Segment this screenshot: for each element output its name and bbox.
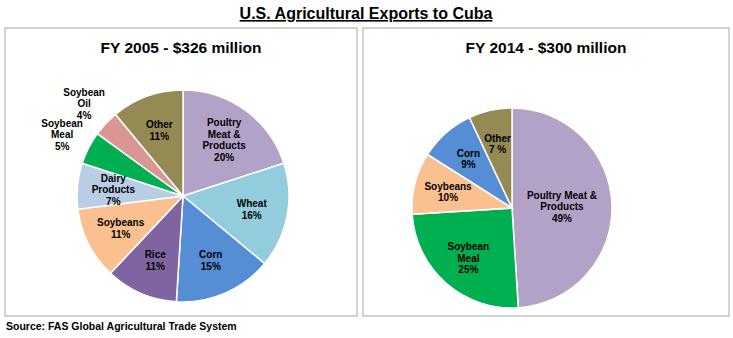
- slice-category-label: SoybeanOil: [63, 87, 105, 110]
- slice-category-label: PoultryMeat &Products: [202, 117, 246, 151]
- slice-category-label: Rice: [145, 249, 167, 260]
- slice-category-label: Other: [484, 133, 511, 144]
- slice-value-label: 5%: [55, 141, 70, 152]
- slice-category-label: Poultry Meat &Products: [527, 190, 597, 213]
- slice-value-label: 20%: [214, 152, 234, 163]
- slice-category-label: Soybeans: [424, 181, 472, 192]
- labels: PoultryMeat &Products20% Wheat16% Corn15% R…: [41, 87, 267, 272]
- chart-title: FY 2005 - $326 million: [101, 39, 262, 56]
- slice-category-label: Corn: [199, 249, 222, 260]
- pie-slice: [412, 208, 518, 308]
- slice-value-label: 10%: [438, 192, 458, 203]
- chart-title: FY 2014 - $300 million: [466, 39, 627, 56]
- slice-category-label: SoybeanMeal: [448, 241, 490, 264]
- slice-value-label: 15%: [201, 261, 221, 272]
- slice-value-label: 16%: [242, 210, 262, 221]
- slice-category-label: Wheat: [237, 198, 268, 209]
- slice-value-label: 9%: [461, 159, 476, 170]
- slice-category-label: Corn: [457, 148, 480, 159]
- panel-frame: [363, 28, 729, 316]
- canvas: U.S. Agricultural Exports to Cuba Source:…: [0, 0, 733, 338]
- slice-category-label: SoybeanMeal: [41, 118, 83, 141]
- pie-slice: [176, 196, 264, 302]
- slice-value-label: 49%: [552, 213, 572, 224]
- slice-value-label: 7 %: [489, 144, 506, 155]
- slice-value-label: 7%: [106, 196, 121, 207]
- slice-value-label: 4%: [77, 110, 92, 121]
- slice-value-label: 11%: [145, 261, 165, 272]
- pie-panel: FY 2014 - $300 million Poultry Meat &Prod…: [363, 28, 729, 316]
- main-title: U.S. Agricultural Exports to Cuba: [240, 5, 493, 22]
- pie-slice: [512, 108, 612, 308]
- slice-category-label: DairyProducts: [92, 173, 136, 196]
- source-note: Source: FAS Global Agricultural Trade Sy…: [6, 320, 237, 332]
- slice-value-label: 11%: [150, 131, 170, 142]
- root: U.S. Agricultural Exports to Cuba Source:…: [0, 0, 733, 338]
- slices: [77, 90, 289, 302]
- slices: [412, 108, 612, 308]
- slice-category-label: Soybeans: [97, 217, 145, 228]
- labels: Poultry Meat &Products49% SoybeanMeal25% S…: [424, 133, 597, 275]
- slice-category-label: Other: [146, 119, 173, 130]
- panel-frame: [5, 28, 357, 316]
- pie-panel: FY 2005 - $326 million PoultryMeat &Produ…: [5, 28, 357, 316]
- slice-value-label: 11%: [111, 229, 131, 240]
- slice-value-label: 25%: [458, 264, 478, 275]
